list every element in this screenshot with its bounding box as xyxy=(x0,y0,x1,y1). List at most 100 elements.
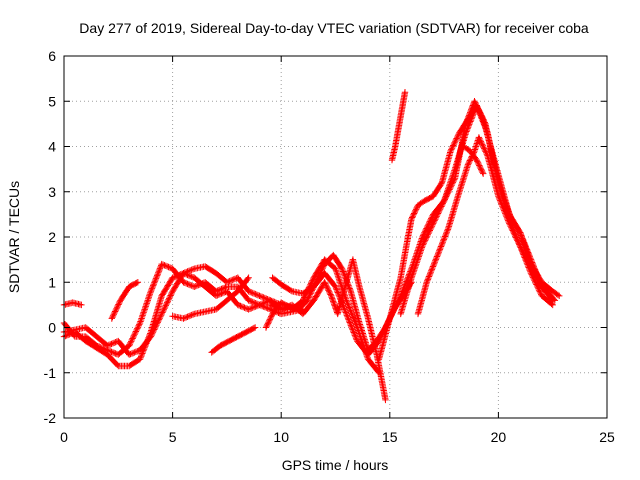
y-tick-label: -2 xyxy=(44,410,57,426)
data-point xyxy=(160,295,163,297)
data-point xyxy=(541,285,543,288)
chart-title: Day 277 of 2019, Sidereal Day-to-day VTE… xyxy=(79,20,589,36)
data-point xyxy=(482,172,484,175)
y-tick-label: -1 xyxy=(44,365,57,381)
y-tick-label: 1 xyxy=(48,274,56,290)
data-point xyxy=(95,344,98,347)
data-point xyxy=(486,154,489,157)
data-point xyxy=(110,317,113,320)
data-point xyxy=(323,281,326,284)
x-tick-label: 0 xyxy=(60,429,68,445)
x-tick-label: 5 xyxy=(169,429,177,445)
data-point xyxy=(236,290,239,293)
data-point xyxy=(302,299,304,302)
data-point xyxy=(226,290,228,293)
data-point xyxy=(139,349,141,351)
data-point xyxy=(391,159,393,161)
data-point xyxy=(341,267,343,270)
data-point xyxy=(215,308,217,311)
data-point xyxy=(345,299,348,302)
data-point xyxy=(247,290,250,293)
data-series xyxy=(60,89,563,404)
data-point xyxy=(269,304,272,306)
data-point xyxy=(399,295,402,297)
data-point xyxy=(236,276,239,279)
data-point xyxy=(171,315,174,317)
data-point xyxy=(478,136,480,139)
axis-ticks: 0 5 10 15 20 25 -2 -1 0 1 2 3 4 5 6 xyxy=(44,48,615,445)
data-point xyxy=(219,344,222,347)
data-point xyxy=(323,263,326,265)
data-point xyxy=(410,218,413,220)
data-point xyxy=(332,254,335,256)
x-tick-label: 20 xyxy=(491,429,507,445)
data-point xyxy=(226,285,228,288)
data-point xyxy=(432,222,435,225)
data-point xyxy=(410,276,413,279)
data-point xyxy=(352,258,354,261)
data-point xyxy=(182,317,185,320)
data-point xyxy=(367,353,369,356)
data-point xyxy=(541,295,543,297)
data-point xyxy=(193,313,196,315)
data-point xyxy=(204,281,206,284)
data-point xyxy=(95,335,98,338)
data-point xyxy=(358,285,361,288)
data-point xyxy=(80,304,83,306)
data-point xyxy=(128,285,130,288)
data-point xyxy=(473,100,476,103)
y-tick-label: 3 xyxy=(48,184,56,200)
data-point xyxy=(215,290,217,293)
data-point xyxy=(74,328,76,331)
data-point xyxy=(74,335,76,338)
data-point xyxy=(447,227,450,229)
data-point xyxy=(467,163,469,166)
data-series-14 xyxy=(460,143,487,177)
x-tick-label: 10 xyxy=(273,429,289,445)
data-point xyxy=(458,132,461,134)
data-point xyxy=(425,281,428,284)
data-point xyxy=(441,181,443,184)
data-point xyxy=(384,399,387,401)
data-point xyxy=(417,313,419,315)
data-point xyxy=(291,290,293,293)
data-point xyxy=(117,353,120,356)
data-point xyxy=(508,222,511,225)
data-series-7 xyxy=(208,324,259,356)
data-point xyxy=(84,340,87,342)
data-point xyxy=(491,150,493,152)
data-point xyxy=(323,258,326,261)
data-series-6 xyxy=(169,274,252,322)
data-point xyxy=(454,177,456,179)
data-point xyxy=(399,276,402,279)
data-point xyxy=(236,335,239,338)
data-point xyxy=(404,91,406,93)
data-point xyxy=(449,150,452,152)
data-point xyxy=(119,299,122,302)
data-point xyxy=(336,313,339,315)
data-point xyxy=(473,150,476,152)
data-point xyxy=(551,290,554,293)
data-point xyxy=(462,145,465,148)
data-point xyxy=(271,276,274,279)
data-point xyxy=(334,267,337,270)
data-point xyxy=(204,265,206,268)
data-point xyxy=(106,349,109,351)
data-point xyxy=(215,295,217,297)
data-point xyxy=(193,267,196,270)
data-point xyxy=(367,358,369,360)
data-point xyxy=(334,285,337,288)
data-point xyxy=(265,326,267,329)
data-point xyxy=(280,283,283,286)
data-point xyxy=(258,295,261,297)
y-tick-label: 6 xyxy=(48,48,56,64)
x-axis-label: GPS time / hours xyxy=(282,457,389,473)
data-point xyxy=(160,313,163,315)
data-point xyxy=(291,304,293,306)
data-point xyxy=(443,200,445,202)
data-point xyxy=(150,290,152,293)
data-point xyxy=(349,290,352,293)
data-point xyxy=(280,301,283,304)
data-point xyxy=(497,195,500,198)
